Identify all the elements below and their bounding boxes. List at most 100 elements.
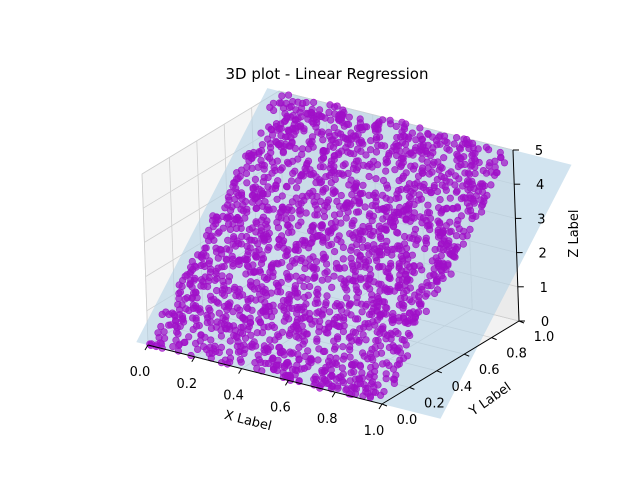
data-point (330, 345, 339, 353)
data-point (296, 210, 304, 218)
data-point (307, 171, 315, 179)
data-point (418, 135, 427, 143)
data-point (224, 214, 233, 222)
data-point (457, 195, 466, 203)
data-point (312, 258, 321, 266)
data-point (400, 132, 408, 140)
data-point (293, 184, 301, 192)
data-point (300, 328, 308, 336)
data-point (169, 343, 177, 351)
data-point (325, 108, 333, 116)
data-point (439, 274, 447, 283)
data-point (238, 191, 246, 199)
data-point (343, 309, 351, 317)
data-point (347, 369, 355, 377)
data-point (433, 278, 441, 286)
data-point (330, 124, 338, 132)
x-tick-mark (238, 368, 243, 374)
data-point (411, 291, 419, 299)
data-point (214, 254, 222, 262)
data-point (228, 203, 236, 211)
data-point (382, 159, 390, 167)
data-point (245, 225, 253, 234)
data-point (281, 133, 289, 141)
data-point (425, 170, 433, 178)
data-point (251, 175, 259, 183)
data-point (275, 125, 283, 133)
data-point (280, 317, 288, 325)
data-point (300, 125, 308, 133)
data-point (445, 170, 453, 178)
data-point (369, 212, 378, 220)
data-point (407, 149, 415, 157)
data-point (348, 191, 356, 199)
data-point (270, 307, 278, 315)
data-point (242, 169, 251, 178)
data-point (334, 384, 342, 392)
data-point (466, 191, 474, 199)
data-point (372, 193, 380, 201)
data-point (418, 155, 426, 163)
data-point (465, 144, 473, 153)
data-point (373, 328, 381, 336)
data-point (285, 160, 293, 168)
data-point (192, 314, 200, 322)
data-point (261, 348, 269, 357)
data-point (267, 289, 275, 297)
data-point (232, 224, 241, 232)
data-point (207, 318, 215, 326)
data-point (208, 216, 217, 225)
data-point (358, 236, 367, 244)
data-point (446, 228, 454, 236)
data-point (362, 151, 370, 159)
data-point (266, 336, 274, 344)
data-point (387, 262, 395, 270)
data-point (257, 260, 266, 268)
data-point (431, 246, 439, 254)
data-point (345, 181, 353, 189)
data-point (248, 283, 256, 291)
y-axis-line (381, 320, 520, 405)
data-point (431, 289, 439, 298)
x-tick-mark (284, 380, 289, 386)
data-point (299, 314, 307, 322)
data-point (311, 299, 319, 308)
data-point (309, 263, 317, 271)
data-point (297, 113, 305, 121)
data-point (337, 219, 345, 227)
data-point (395, 260, 403, 268)
data-point (344, 208, 352, 216)
data-point (343, 286, 351, 294)
data-point (396, 203, 404, 212)
data-point (452, 188, 461, 196)
data-point (287, 177, 296, 185)
data-point (412, 241, 420, 249)
data-point (288, 228, 296, 236)
data-point (337, 238, 345, 246)
data-point (440, 154, 448, 162)
data-point (326, 142, 334, 150)
data-point (390, 379, 399, 388)
data-point (500, 159, 509, 167)
y-tick-mark (464, 353, 470, 357)
data-point (194, 345, 202, 354)
data-point (441, 137, 449, 145)
x-tick-mark (378, 403, 383, 410)
data-point (455, 175, 463, 183)
data-point (407, 162, 415, 170)
data-point (456, 145, 465, 153)
data-point (319, 147, 328, 155)
data-point (236, 347, 244, 355)
data-point (278, 192, 286, 200)
data-point (404, 329, 413, 338)
data-point (388, 316, 396, 324)
data-point (257, 309, 265, 317)
y-tick-label: 1.0 (534, 330, 555, 345)
data-point (381, 286, 389, 294)
data-point (325, 171, 334, 180)
data-point (359, 140, 367, 148)
data-point (438, 164, 446, 172)
data-point (370, 278, 378, 286)
y-tick-label: 0.8 (506, 347, 527, 362)
data-point (289, 169, 297, 177)
